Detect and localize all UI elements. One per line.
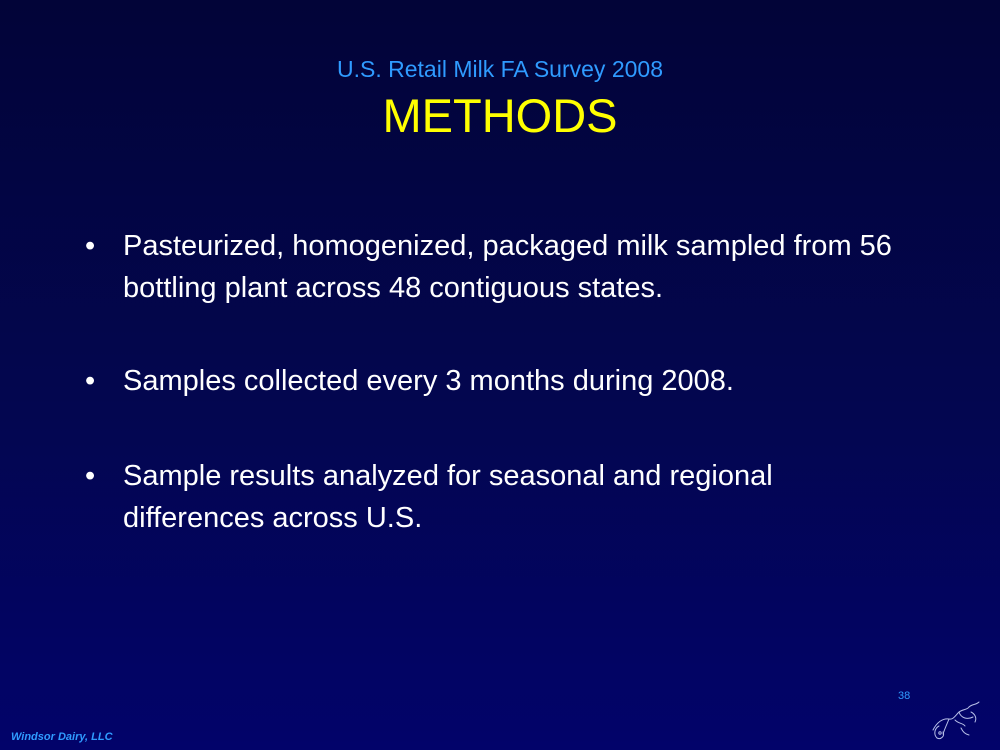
bullet-marker: • [85,230,96,262]
bullet-text: Sample results analyzed for seasonal and… [123,460,773,534]
bullet-text: Pasteurized, homogenized, packaged milk … [123,230,892,304]
slide-title: METHODS [382,89,618,142]
page-number: 38 [898,690,911,702]
bullet-item: • Samples collected every 3 months durin… [85,360,905,402]
slide-subtitle: U.S. Retail Milk FA Survey 2008 [337,56,663,82]
bullet-item: • Sample results analyzed for seasonal a… [85,455,905,539]
bullet-marker: • [85,460,96,492]
bullet-text: Samples collected every 3 months during … [123,365,734,397]
bullet-marker: • [85,365,96,397]
cow-sketch-icon [932,701,980,739]
bullet-item: • Pasteurized, homogenized, packaged mil… [85,225,905,309]
footer-company-name: Windsor Dairy, LLC [11,731,113,743]
